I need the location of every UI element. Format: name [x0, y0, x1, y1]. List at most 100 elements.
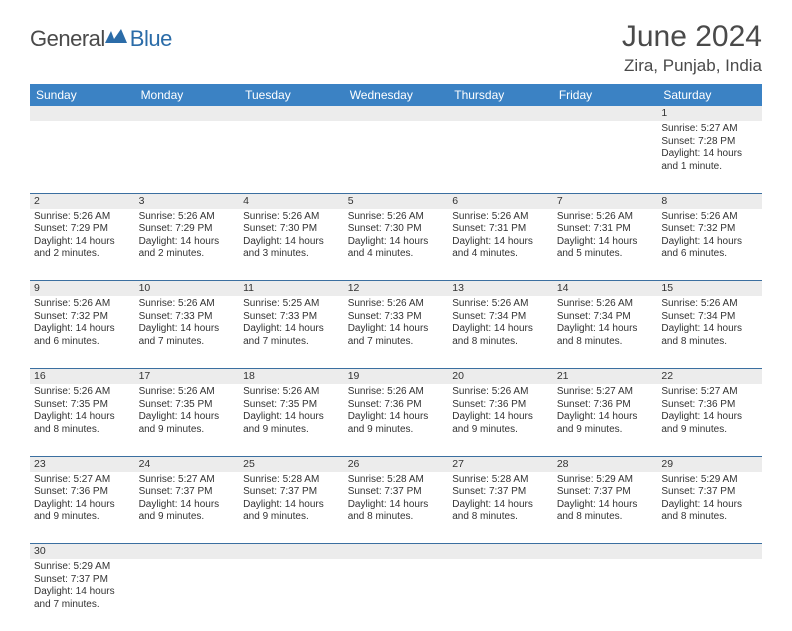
day-content-cell — [344, 121, 449, 193]
day-content-cell: Sunrise: 5:25 AMSunset: 7:33 PMDaylight:… — [239, 296, 344, 368]
day-number-cell — [344, 544, 449, 560]
day-content-cell — [135, 559, 240, 631]
day-number-cell: 26 — [344, 456, 449, 472]
day-content-cell — [344, 559, 449, 631]
day-content-cell: Sunrise: 5:28 AMSunset: 7:37 PMDaylight:… — [448, 472, 553, 544]
flag-icon — [105, 29, 127, 50]
title-block: June 2024 Zira, Punjab, India — [622, 20, 762, 76]
day-number-cell: 17 — [135, 368, 240, 384]
day-number-cell: 6 — [448, 193, 553, 209]
weekday-header: Saturday — [657, 84, 762, 106]
day-content-cell: Sunrise: 5:28 AMSunset: 7:37 PMDaylight:… — [239, 472, 344, 544]
day-content-cell: Sunrise: 5:26 AMSunset: 7:34 PMDaylight:… — [553, 296, 658, 368]
day-number-cell: 13 — [448, 281, 553, 297]
day-number-cell — [553, 544, 658, 560]
month-title: June 2024 — [622, 20, 762, 54]
day-number-cell — [448, 106, 553, 121]
day-content-cell: Sunrise: 5:27 AMSunset: 7:36 PMDaylight:… — [657, 384, 762, 456]
day-number-cell: 7 — [553, 193, 658, 209]
day-number-row: 23242526272829 — [30, 456, 762, 472]
weekday-header: Tuesday — [239, 84, 344, 106]
day-number-cell: 25 — [239, 456, 344, 472]
day-content-cell — [239, 121, 344, 193]
day-number-cell: 11 — [239, 281, 344, 297]
day-number-cell — [30, 106, 135, 121]
day-number-cell — [553, 106, 658, 121]
day-content-cell: Sunrise: 5:27 AMSunset: 7:36 PMDaylight:… — [553, 384, 658, 456]
day-content-cell: Sunrise: 5:26 AMSunset: 7:36 PMDaylight:… — [344, 384, 449, 456]
day-number-cell: 9 — [30, 281, 135, 297]
day-number-cell — [239, 106, 344, 121]
day-content-cell — [448, 121, 553, 193]
day-content-row: Sunrise: 5:26 AMSunset: 7:35 PMDaylight:… — [30, 384, 762, 456]
day-content-cell: Sunrise: 5:27 AMSunset: 7:37 PMDaylight:… — [135, 472, 240, 544]
day-content-row: Sunrise: 5:26 AMSunset: 7:32 PMDaylight:… — [30, 296, 762, 368]
day-content-cell — [657, 559, 762, 631]
day-number-cell: 5 — [344, 193, 449, 209]
day-content-cell: Sunrise: 5:27 AMSunset: 7:28 PMDaylight:… — [657, 121, 762, 193]
day-number-cell: 19 — [344, 368, 449, 384]
day-content-cell: Sunrise: 5:26 AMSunset: 7:29 PMDaylight:… — [135, 209, 240, 281]
day-content-cell: Sunrise: 5:26 AMSunset: 7:31 PMDaylight:… — [553, 209, 658, 281]
day-content-row: Sunrise: 5:27 AMSunset: 7:28 PMDaylight:… — [30, 121, 762, 193]
weekday-header: Sunday — [30, 84, 135, 106]
day-content-cell: Sunrise: 5:29 AMSunset: 7:37 PMDaylight:… — [553, 472, 658, 544]
day-number-cell: 8 — [657, 193, 762, 209]
weekday-header: Thursday — [448, 84, 553, 106]
day-content-cell: Sunrise: 5:27 AMSunset: 7:36 PMDaylight:… — [30, 472, 135, 544]
day-number-cell: 12 — [344, 281, 449, 297]
day-number-cell: 4 — [239, 193, 344, 209]
weekday-header: Monday — [135, 84, 240, 106]
day-number-cell — [135, 544, 240, 560]
logo-text-general: General — [30, 26, 105, 52]
day-content-cell: Sunrise: 5:26 AMSunset: 7:34 PMDaylight:… — [448, 296, 553, 368]
day-number-row: 16171819202122 — [30, 368, 762, 384]
day-number-cell — [344, 106, 449, 121]
day-number-cell: 14 — [553, 281, 658, 297]
day-number-cell: 24 — [135, 456, 240, 472]
day-content-cell: Sunrise: 5:26 AMSunset: 7:36 PMDaylight:… — [448, 384, 553, 456]
day-number-cell: 10 — [135, 281, 240, 297]
day-number-cell: 23 — [30, 456, 135, 472]
day-content-cell — [448, 559, 553, 631]
day-number-cell: 3 — [135, 193, 240, 209]
day-content-cell: Sunrise: 5:26 AMSunset: 7:32 PMDaylight:… — [657, 209, 762, 281]
day-content-cell: Sunrise: 5:26 AMSunset: 7:35 PMDaylight:… — [30, 384, 135, 456]
day-content-cell: Sunrise: 5:26 AMSunset: 7:35 PMDaylight:… — [135, 384, 240, 456]
day-number-row: 30 — [30, 544, 762, 560]
day-number-cell: 15 — [657, 281, 762, 297]
day-number-row: 1 — [30, 106, 762, 121]
day-content-cell — [239, 559, 344, 631]
logo-text-blue: Blue — [130, 26, 172, 52]
day-number-cell — [239, 544, 344, 560]
day-content-cell — [553, 121, 658, 193]
day-number-cell: 27 — [448, 456, 553, 472]
day-content-cell: Sunrise: 5:26 AMSunset: 7:33 PMDaylight:… — [135, 296, 240, 368]
logo: General Blue — [30, 26, 172, 52]
day-content-cell — [30, 121, 135, 193]
day-content-cell: Sunrise: 5:29 AMSunset: 7:37 PMDaylight:… — [30, 559, 135, 631]
day-number-cell: 16 — [30, 368, 135, 384]
day-number-cell — [657, 544, 762, 560]
day-content-row: Sunrise: 5:26 AMSunset: 7:29 PMDaylight:… — [30, 209, 762, 281]
day-content-cell: Sunrise: 5:26 AMSunset: 7:32 PMDaylight:… — [30, 296, 135, 368]
day-content-row: Sunrise: 5:27 AMSunset: 7:36 PMDaylight:… — [30, 472, 762, 544]
day-number-cell: 1 — [657, 106, 762, 121]
weekday-header: Friday — [553, 84, 658, 106]
day-number-cell: 20 — [448, 368, 553, 384]
day-number-row: 2345678 — [30, 193, 762, 209]
day-content-cell: Sunrise: 5:26 AMSunset: 7:30 PMDaylight:… — [239, 209, 344, 281]
day-number-cell: 22 — [657, 368, 762, 384]
day-number-cell: 18 — [239, 368, 344, 384]
day-content-row: Sunrise: 5:29 AMSunset: 7:37 PMDaylight:… — [30, 559, 762, 631]
day-content-cell: Sunrise: 5:29 AMSunset: 7:37 PMDaylight:… — [657, 472, 762, 544]
day-number-cell — [135, 106, 240, 121]
day-content-cell: Sunrise: 5:26 AMSunset: 7:31 PMDaylight:… — [448, 209, 553, 281]
calendar-table: Sunday Monday Tuesday Wednesday Thursday… — [30, 84, 762, 631]
day-content-cell: Sunrise: 5:26 AMSunset: 7:34 PMDaylight:… — [657, 296, 762, 368]
day-number-row: 9101112131415 — [30, 281, 762, 297]
day-number-cell: 21 — [553, 368, 658, 384]
weekday-header: Wednesday — [344, 84, 449, 106]
day-number-cell: 30 — [30, 544, 135, 560]
page-header: General Blue June 2024 Zira, Punjab, Ind… — [30, 20, 762, 76]
